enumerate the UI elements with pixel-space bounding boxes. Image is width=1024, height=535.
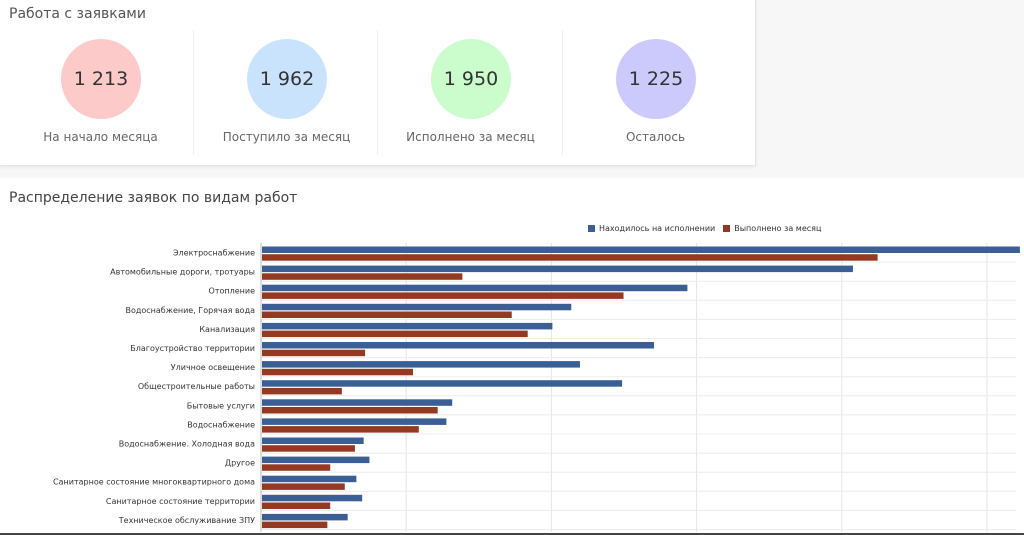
category-label: Отопление [209, 287, 256, 296]
category-label: Бытовые услуги [187, 401, 255, 410]
stat-value: 1 213 [73, 68, 129, 90]
legend-item-completed: Выполнено за месяц [723, 224, 821, 233]
bar-completed [262, 368, 413, 376]
category-label: Уличное освещение [171, 363, 255, 372]
bar-completed [262, 464, 331, 471]
section-gap [0, 166, 1024, 178]
bar-completed [262, 330, 528, 338]
category-label: Водоснабжение [187, 420, 255, 429]
panel-title: Работа с заявками [9, 6, 146, 22]
category-label: Санитарное состояние территории [106, 497, 255, 506]
legend-label: Выполнено за месяц [734, 224, 822, 233]
category-label: Другое [225, 459, 255, 468]
stat-value: 1 962 [259, 68, 315, 90]
bar-in-progress [262, 513, 348, 521]
stat-circle: 1 225 [616, 39, 696, 119]
bar-completed [262, 445, 355, 452]
bar-in-progress [262, 303, 572, 311]
category-label: Общестроительные работы [138, 382, 255, 391]
legend-swatch [588, 225, 595, 232]
stat-completed: 1 950 Исполнено за месяц [377, 30, 563, 155]
chart-title: Распределение заявок по видам работ [9, 190, 298, 206]
bar-in-progress [262, 418, 447, 425]
bar-in-progress [262, 399, 453, 406]
bar-completed [262, 387, 342, 395]
bar-completed [262, 521, 328, 529]
bar-in-progress [262, 494, 363, 502]
category-label: Санитарное состояние многоквартирного до… [53, 478, 255, 487]
bar-in-progress [262, 265, 853, 273]
chart-legend: Находилось на исполнении Выполнено за ме… [588, 224, 829, 233]
bar-completed [262, 273, 463, 280]
bar-in-progress [262, 456, 370, 464]
stat-value: 1 950 [443, 68, 499, 90]
bar-completed [262, 349, 366, 357]
category-label: Благоустройство территории [130, 344, 255, 353]
bar-in-progress [262, 342, 655, 349]
stat-start-of-month: 1 213 На начало месяца [8, 30, 193, 155]
category-label: Водоснабжение. Холодная вода [119, 440, 255, 449]
stat-label: Осталось [625, 130, 686, 144]
stat-circle: 1 950 [431, 39, 511, 119]
bar-in-progress [262, 284, 688, 292]
stat-circle: 1 962 [247, 39, 327, 119]
legend-item-in-progress: Находилось на исполнении [588, 224, 715, 233]
category-label: Техническое обслуживание ЗПУ [118, 516, 255, 525]
category-label: Автомобильные дороги, тротуары [110, 268, 255, 277]
bar-in-progress [262, 361, 580, 368]
bar-in-progress [262, 475, 357, 483]
bar-in-progress [262, 246, 1020, 253]
bar-completed [262, 426, 419, 433]
stat-label: Поступило за месяц [222, 130, 351, 144]
bar-completed [262, 502, 331, 509]
category-label: Водоснабжение, Горячая вода [125, 306, 255, 315]
bar-completed [262, 407, 438, 414]
bar-in-progress [262, 322, 553, 330]
stat-received: 1 962 Поступило за месяц [193, 30, 379, 155]
bar-completed [262, 311, 512, 318]
requests-summary-panel: Работа с заявками 1 213 На начало месяца… [0, 0, 756, 166]
bar-completed [262, 254, 878, 261]
background-area [756, 0, 1024, 170]
stat-remaining: 1 225 Осталось [562, 30, 748, 155]
legend-label: Находилось на исполнении [599, 224, 716, 233]
bar-in-progress [262, 437, 364, 444]
category-label: Канализация [199, 325, 255, 334]
stat-label: На начало месяца [43, 130, 158, 144]
bar-completed [262, 483, 345, 490]
stat-circle: 1 213 [61, 39, 141, 119]
bar-completed [262, 292, 624, 299]
category-label: Электроснабжение [173, 249, 255, 258]
bottom-border [0, 533, 1024, 535]
bar-in-progress [262, 380, 623, 387]
stat-value: 1 225 [628, 68, 684, 90]
legend-swatch [723, 225, 731, 232]
stat-label: Исполнено за месяц [406, 130, 535, 144]
